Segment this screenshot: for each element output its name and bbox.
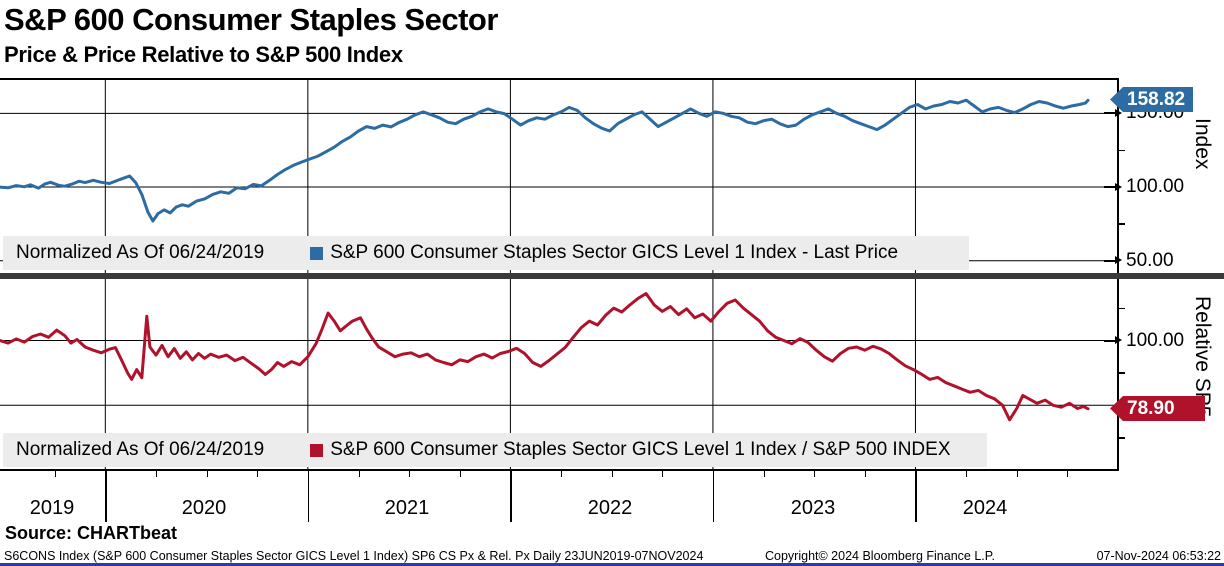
footer-security-info: S6CONS Index (S&P 600 Consumer Staples S… [4,549,704,563]
y-tick [1104,339,1117,342]
y-tick-arrow-icon [1115,182,1122,191]
top-axis-title: Index [1191,118,1214,170]
bottom-legend-series-label: S&P 600 Consumer Staples Sector GICS Lev… [330,439,951,460]
bottom-axis-title: Relative SP5 [1191,296,1214,418]
x-tick-minor [1067,471,1069,477]
y-tick-minor [1118,149,1125,152]
x-tick-minor [561,471,562,477]
y-tick-minor [1118,307,1125,310]
last-price-flag-index: 158.82 [1110,87,1193,112]
y-tick-label-rel-100: 100.00 [1126,330,1185,351]
footer-copyright: Copyright© 2024 Bloomberg Finance L.P. [765,549,995,563]
x-tick-label-2022: 2022 [587,497,633,519]
x-tick-minor [966,471,968,477]
page-subtitle: Price & Price Relative to S&P 500 Index [4,42,403,67]
x-tick-label-2020: 2020 [181,497,227,519]
y-tick-minor [1118,372,1125,374]
chart-frame-top [0,78,1118,80]
x-tick-year [712,471,715,522]
x-tick-minor [864,471,866,477]
x-tick-label-2024: 2024 [962,497,1008,519]
y-tick [1104,112,1117,115]
x-tick-minor [257,471,259,477]
top-legend: Normalized As Of 06/24/2019 S&P 600 Cons… [3,236,969,270]
x-tick-year [105,471,107,522]
y-tick-arrow-icon [1115,256,1122,265]
bottom-legend-normalized-note: Normalized As Of 06/24/2019 [16,439,265,460]
y-tick-minor [1118,437,1125,439]
x-tick-year [915,471,917,522]
page-title: S&P 600 Consumer Staples Sector [4,2,498,37]
y-tick-minor [1118,223,1125,225]
bottom-accent-bar [0,563,1224,566]
x-tick-minor [54,471,56,477]
x-tick-minor [763,471,765,477]
bottom-legend: Normalized As Of 06/24/2019 S&P 600 Cons… [3,433,987,467]
x-tick-minor [156,471,157,477]
y-tick-label-50: 50.00 [1126,250,1174,271]
y-tick-label-100: 100.00 [1126,176,1185,197]
x-tick-minor [459,471,461,477]
x-tick-minor [358,471,360,477]
x-tick-label-2021: 2021 [384,497,430,519]
top-legend-normalized-note: Normalized As Of 06/24/2019 [16,242,265,263]
panel-separator [0,273,1224,279]
last-price-flag-relative: 78.90 [1110,396,1205,421]
source-line: Source: CHARTbeat [5,523,178,543]
y-tick-arrow-icon [1115,336,1122,344]
index-series-swatch-icon [310,246,324,260]
y-tick-arrow-icon [1115,108,1122,117]
x-tick-year [510,471,512,522]
x-tick-year [307,471,310,522]
footer-timestamp: 07-Nov-2024 06:53:22 [1096,549,1221,563]
price-chart [0,79,1118,277]
x-tick-minor [611,471,613,477]
x-tick-minor [814,471,816,477]
y-tick [1104,186,1117,189]
relative-series-swatch-icon [310,443,324,457]
x-tick-minor [409,471,411,477]
footer: S6CONS Index (S&P 600 Consumer Staples S… [0,549,1224,563]
top-legend-series-label: S&P 600 Consumer Staples Sector GICS Lev… [330,242,899,263]
x-axis-line [0,469,1119,471]
y-tick [1104,259,1117,262]
x-tick-minor [1016,471,1018,477]
x-tick-minor [206,471,208,477]
x-tick-minor [662,471,664,477]
x-tick-label-2023: 2023 [790,497,836,519]
x-tick-label-2019: 2019 [29,497,75,519]
